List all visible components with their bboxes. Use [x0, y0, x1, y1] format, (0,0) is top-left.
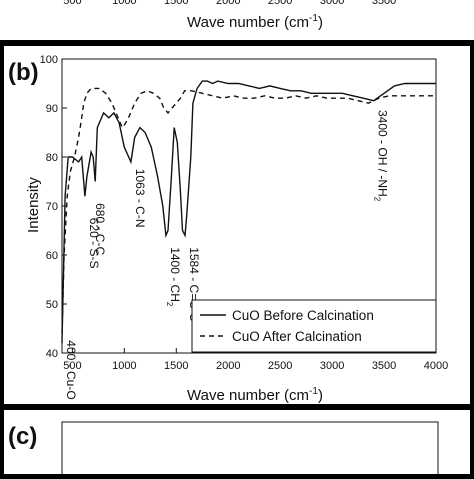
peak-annotation: 400 - Cu-O — [64, 340, 78, 399]
annotation-text: 1400 - CH — [168, 247, 182, 302]
panel-b-y-axis: 40 50 60 70 80 90 100 — [40, 54, 67, 360]
y-tick-label: 70 — [46, 201, 58, 213]
x-tick-label: 3500 — [372, 360, 396, 372]
x-tick-label: 2000 — [216, 360, 240, 372]
y-tick-label: 40 — [46, 348, 58, 360]
series-line-before-calcination — [61, 80, 436, 344]
x-tick-label: 3000 — [320, 360, 344, 372]
panel-c-background — [4, 410, 470, 474]
peak-annotation: 3400 - OH / -NH2 — [373, 110, 390, 202]
panel-b-y-axis-label: Intensity — [25, 177, 42, 233]
annotation-text: 1063 - C-N — [133, 169, 147, 228]
x-tick-label: 500 — [63, 360, 81, 372]
peak-annotation: 1063 - C-N — [133, 169, 147, 228]
x-tick-label: 1000 — [112, 360, 136, 372]
peak-annotation: 1400 - CH2 — [165, 247, 182, 307]
top-panel-tick-label: 1000 — [112, 0, 136, 7]
y-tick-label: 90 — [46, 103, 58, 115]
top-panel-tick-label: 1500 — [164, 0, 188, 7]
panel-b-legend: CuO Before Calcination CuO After Calcinat… — [191, 299, 437, 353]
top-panel-background — [0, 0, 474, 40]
top-panel-tick-label: 3500 — [372, 0, 396, 7]
y-tick-label: 100 — [40, 54, 58, 66]
top-panel-tick-label: 500 — [63, 0, 81, 7]
top-panel-tick-label: 3000 — [320, 0, 344, 7]
top-panel-tick-labels: 500 1000 1500 2000 2500 3000 3500 — [63, 0, 396, 7]
panel-b-series-layer — [61, 80, 436, 344]
panel-c-plot-frame — [61, 421, 439, 479]
y-tick-label: 60 — [46, 250, 58, 262]
legend-entry-label: CuO Before Calcination — [232, 308, 374, 323]
panel-b-x-axis: 500 1000 1500 2000 2500 3000 3500 4000 — [63, 348, 448, 372]
peak-annotation: 680 - C-C — [93, 203, 107, 255]
annotation-text: 400 - Cu-O — [64, 340, 78, 399]
annotation-text: 620 - S-S — [87, 218, 101, 269]
annotation-text: 3400 - OH / -NH — [376, 110, 390, 197]
top-panel-tick-label: 2000 — [216, 0, 240, 7]
y-tick-label: 50 — [46, 299, 58, 311]
panel-c-label: (c) — [8, 423, 37, 450]
x-tick-label: 1500 — [164, 360, 188, 372]
legend-entry-label: CuO After Calcination — [232, 329, 362, 344]
series-line-after-calcination — [61, 87, 436, 334]
top-panel-tick-label: 2500 — [268, 0, 292, 7]
x-tick-label: 2500 — [268, 360, 292, 372]
x-tick-label: 4000 — [424, 360, 448, 372]
annotation-subscript: 2 — [373, 197, 382, 202]
top-panel-x-axis-label: Wave number (cm-1) — [187, 13, 323, 31]
y-tick-label: 80 — [46, 152, 58, 164]
peak-annotation: 620 - S-S — [87, 218, 101, 269]
annotation-subscript: 2 — [165, 302, 174, 307]
legend-box — [191, 299, 437, 353]
panel-b-x-axis-label: Wave number (cm-1) — [187, 386, 323, 404]
panel-b-label: (b) — [8, 59, 39, 86]
annotation-text: 680 - C-C — [93, 203, 107, 255]
